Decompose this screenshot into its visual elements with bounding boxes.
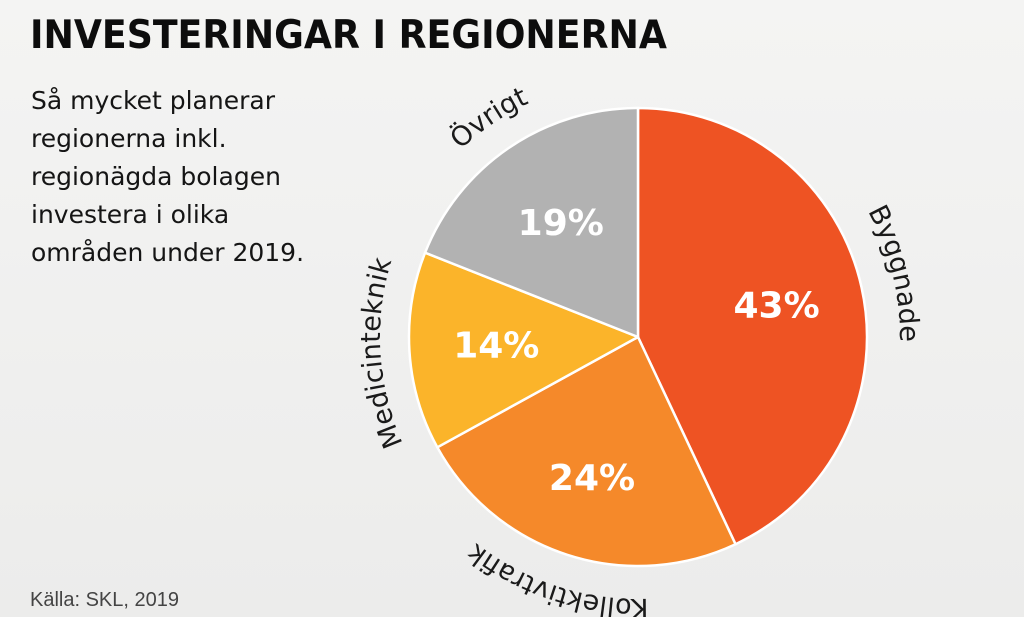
pie-value-labels: 43% 24% 14% 19%: [453, 203, 819, 499]
slice-value-label-kollektivtrafik: 24%: [549, 458, 635, 499]
pie-slice-medicinteknik: [407, 251, 640, 449]
source-note: Källa: SKL, 2019: [30, 589, 179, 611]
slice-value-label-byggnader: 43%: [733, 286, 819, 327]
category-label-medicinteknik: Medicinteknik: [356, 254, 409, 453]
chart-title: INVESTERINGAR I REGIONERNA: [30, 13, 667, 58]
chart-subtitle: Så mycket planerar regionerna inkl. regi…: [31, 86, 305, 267]
slice-value-label-medicinteknik: 14%: [453, 325, 539, 366]
slice-value-label-ovrigt: 19%: [518, 203, 604, 244]
pie-slices: [407, 106, 869, 568]
pie-slice-byggnader: [636, 106, 869, 546]
pie-slice-kollektivtrafik: [436, 335, 737, 568]
pie-slice-ovrigt: [423, 106, 640, 339]
